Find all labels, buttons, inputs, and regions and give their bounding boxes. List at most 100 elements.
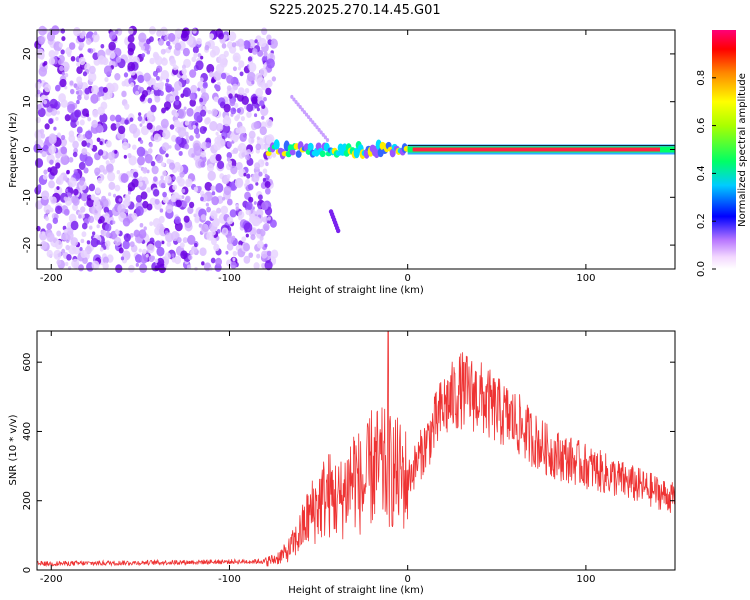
noise-speckle	[139, 123, 143, 127]
noise-speckle	[245, 208, 251, 216]
noise-speckle	[160, 70, 170, 81]
noise-speckle	[195, 132, 201, 139]
noise-speckle	[109, 51, 116, 59]
noise-speckle	[232, 135, 239, 143]
noise-speckle	[250, 234, 256, 241]
noise-speckle	[253, 121, 260, 130]
noise-speckle	[48, 49, 56, 59]
noise-speckle	[220, 205, 229, 215]
y-tick-label: -10	[22, 189, 33, 205]
noise-speckle	[60, 28, 66, 34]
noise-speckle	[218, 53, 227, 64]
noise-speckle	[235, 114, 241, 120]
noise-speckle	[147, 148, 153, 154]
noise-speckle	[132, 144, 137, 150]
noise-speckle	[182, 87, 192, 98]
noise-speckle	[235, 127, 241, 134]
colorbar-gradient	[712, 30, 736, 269]
noise-speckle	[162, 191, 167, 198]
drift-speckle	[313, 122, 317, 127]
noise-speckle	[221, 43, 227, 49]
noise-speckle	[43, 99, 48, 105]
noise-speckle	[162, 129, 171, 140]
noise-speckle	[153, 176, 158, 182]
noise-speckle	[174, 221, 183, 232]
drift-speckle	[311, 120, 315, 125]
noise-speckle	[114, 73, 121, 81]
noise-speckle	[118, 198, 122, 202]
noise-speckle	[184, 120, 190, 126]
noise-speckle	[226, 259, 232, 267]
noise-speckle	[232, 147, 239, 154]
noise-speckle	[108, 181, 116, 190]
noise-speckle	[217, 160, 225, 170]
noise-speckle	[93, 199, 101, 209]
noise-speckle	[246, 71, 256, 82]
noise-speckle	[109, 114, 116, 122]
noise-speckle	[255, 143, 262, 151]
y-tick-label: 10	[22, 95, 33, 108]
noise-speckle	[261, 27, 268, 36]
noise-speckle	[46, 223, 53, 231]
noise-speckle	[197, 81, 204, 89]
noise-speckle	[201, 261, 205, 266]
noise-speckle	[134, 254, 143, 263]
noise-speckle	[100, 43, 105, 49]
noise-speckle	[48, 180, 55, 189]
noise-speckle	[61, 248, 66, 254]
noise-speckle	[210, 185, 216, 192]
noise-speckle	[121, 90, 127, 98]
noise-speckle	[127, 27, 134, 35]
noise-speckle	[66, 169, 70, 175]
noise-speckle	[265, 119, 273, 129]
colorbar-tick-label: 0.8	[696, 70, 707, 86]
noise-speckle	[135, 262, 139, 267]
noise-speckle	[96, 240, 101, 245]
noise-speckle	[76, 76, 83, 84]
noise-speckle	[43, 60, 48, 66]
noise-speckle	[80, 249, 88, 259]
noise-speckle	[184, 143, 190, 150]
noise-speckle	[266, 250, 272, 257]
noise-speckle	[265, 161, 269, 167]
noise-speckle	[117, 203, 126, 214]
noise-speckle	[80, 238, 85, 244]
noise-speckle	[210, 210, 218, 219]
noise-speckle	[171, 253, 175, 258]
noise-speckle	[64, 72, 69, 78]
noise-speckle	[81, 222, 88, 230]
noise-speckle	[44, 123, 50, 130]
noise-speckle	[107, 83, 111, 87]
noise-speckle	[154, 198, 160, 205]
noise-speckle	[146, 203, 153, 211]
noise-speckle	[239, 71, 244, 77]
noise-speckle	[160, 182, 166, 189]
noise-speckle	[215, 257, 223, 266]
noise-speckle	[211, 196, 220, 206]
noise-speckle	[152, 217, 161, 228]
noise-speckle	[154, 95, 161, 103]
noise-speckle	[154, 55, 163, 66]
noise-speckle	[232, 257, 236, 262]
noise-speckle	[141, 248, 147, 255]
noise-speckle	[140, 125, 149, 136]
noise-speckle	[226, 174, 231, 179]
noise-speckle	[177, 177, 185, 187]
noise-speckle	[263, 51, 268, 57]
noise-speckle	[164, 252, 171, 260]
noise-speckle	[91, 260, 100, 270]
noise-speckle	[173, 119, 181, 128]
noise-speckle	[108, 192, 112, 197]
noise-speckle	[226, 152, 233, 159]
noise-speckle	[141, 119, 146, 124]
noise-speckle	[220, 72, 227, 80]
noise-speckle	[97, 177, 103, 184]
noise-speckle	[197, 185, 202, 192]
noise-speckle	[263, 96, 267, 102]
x-tick-label: 100	[576, 574, 595, 585]
noise-speckle	[123, 72, 129, 78]
noise-speckle	[140, 93, 146, 100]
noise-speckle	[211, 191, 216, 196]
noise-speckle	[60, 99, 68, 108]
noise-speckle	[269, 219, 277, 228]
